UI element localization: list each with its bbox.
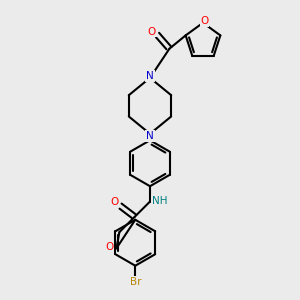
Text: O: O bbox=[148, 27, 156, 37]
Text: NH: NH bbox=[152, 196, 167, 206]
Text: N: N bbox=[146, 131, 154, 141]
Text: Br: Br bbox=[130, 277, 141, 287]
Text: O: O bbox=[110, 197, 118, 207]
Text: O: O bbox=[105, 242, 113, 252]
Text: O: O bbox=[200, 16, 208, 26]
Text: N: N bbox=[146, 71, 154, 81]
